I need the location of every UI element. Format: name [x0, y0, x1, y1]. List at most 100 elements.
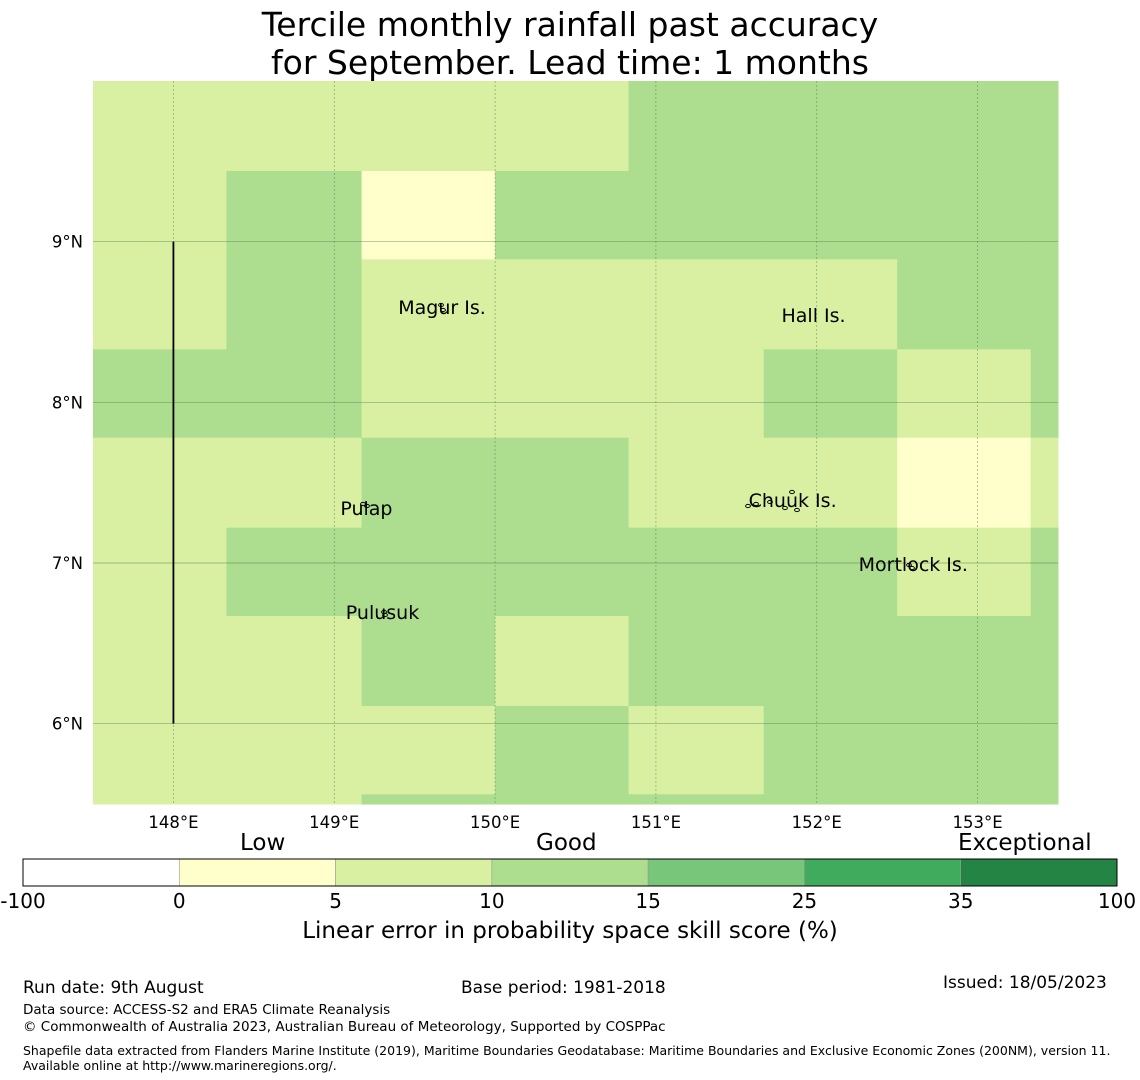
grid-cell	[897, 705, 1032, 795]
x-tick-label: 153°E	[952, 813, 1002, 832]
grid-cell	[628, 794, 765, 805]
island-outline	[906, 562, 912, 568]
x-tick-label: 150°E	[470, 813, 520, 832]
grid-cell	[361, 794, 496, 805]
colorbar-category-exceptional: Exceptional	[958, 830, 1092, 856]
island-outline	[438, 302, 444, 308]
data-source: Data source: ACCESS-S2 and ERA5 Climate …	[23, 1002, 391, 1018]
x-tick-label: 151°E	[631, 813, 681, 832]
island-outline	[753, 501, 759, 507]
grid-cell	[897, 437, 1032, 529]
grid-cell	[226, 259, 363, 350]
grid-cell	[495, 81, 630, 172]
colorbar-tick-label: 0	[173, 889, 186, 913]
grid-cell	[226, 349, 363, 439]
island-outline	[789, 489, 795, 495]
colorbar-category-good: Good	[536, 830, 597, 856]
base-period: Base period: 1981-2018	[461, 978, 666, 998]
grid-cell	[361, 170, 496, 260]
island-outline	[767, 499, 773, 505]
grid-cell	[361, 81, 496, 172]
grid-cell	[897, 794, 1032, 805]
grid-cell	[495, 437, 630, 529]
grid-cell	[495, 527, 630, 617]
island: Hall Is.	[781, 305, 845, 327]
skill-grid	[93, 81, 1059, 805]
grid-cell	[495, 616, 630, 707]
colorbar-segment	[178, 858, 336, 887]
grid-cell	[897, 527, 1032, 617]
island-label: Mortlock Is.	[859, 554, 968, 576]
colorbar-segment	[647, 858, 805, 887]
grid-cell	[1030, 170, 1059, 260]
island-label: Pulap	[340, 498, 392, 520]
grid-cell	[495, 170, 630, 260]
copyright: © Commonwealth of Australia 2023, Austra…	[23, 1019, 666, 1035]
grid-cell	[226, 437, 363, 529]
grid-cell	[897, 170, 1032, 260]
colorbar-segment	[960, 858, 1118, 887]
island-outline	[440, 307, 446, 313]
shapefile-credit: Shapefile data extracted from Flanders M…	[23, 1043, 1111, 1073]
grid-cell	[226, 81, 363, 172]
island-outline	[382, 612, 388, 618]
island: Pulap	[340, 498, 392, 520]
chart-title: Tercile monthly rainfall past accuracy f…	[0, 6, 1140, 82]
x-tick-label: 149°E	[309, 813, 359, 832]
island: Pulusuk	[346, 602, 419, 624]
y-tick-label: 6°N	[52, 715, 83, 734]
grid-cell	[93, 437, 227, 529]
grid-cell	[93, 170, 227, 260]
island: Magur Is.	[398, 297, 486, 319]
grid-cell	[763, 527, 898, 617]
grid-cell	[361, 259, 496, 350]
colorbar-segment	[491, 858, 649, 887]
colorbar-tick-label: 25	[792, 889, 817, 913]
x-tick-label: 148°E	[148, 813, 198, 832]
colorbar: -100 0 5 10 15 25 35 100	[0, 858, 1136, 913]
x-axis-ticks: 148°E 149°E 150°E 151°E 152°E 153°E	[148, 813, 1002, 832]
grid-cell	[1030, 259, 1059, 350]
grid-cell	[628, 616, 765, 707]
island-label: Hall Is.	[781, 305, 845, 327]
grid-cell	[628, 81, 765, 172]
grid-cell	[93, 527, 227, 617]
grid-cell	[93, 616, 227, 707]
island-label: Magur Is.	[398, 297, 486, 319]
island-markers: Magur Is. Hall Is. Pulap Chuuk Is. Mortlock …	[340, 297, 968, 624]
island-outline	[782, 505, 788, 511]
grid-cell	[226, 794, 363, 805]
grid-cell	[1030, 616, 1059, 707]
grid-cell	[628, 349, 765, 439]
grid-cell	[763, 349, 898, 439]
grid-cell	[763, 259, 898, 350]
x-tick-label: 152°E	[792, 813, 842, 832]
island-outline	[360, 501, 366, 507]
grid-cell	[93, 81, 227, 172]
grid-cell	[897, 349, 1032, 439]
y-tick-label: 7°N	[52, 554, 83, 573]
colorbar-category-low: Low	[240, 830, 286, 856]
grid-cell	[361, 349, 496, 439]
issued-date: Issued: 18/05/2023	[943, 973, 1107, 993]
grid-cell	[226, 616, 363, 707]
colorbar-tick-label: 5	[329, 889, 342, 913]
grid-cell	[763, 170, 898, 260]
grid-cell	[763, 437, 898, 529]
grid-cell	[628, 437, 765, 529]
grid-cell	[361, 616, 496, 707]
grid-cell	[763, 616, 898, 707]
title-line-2: for September. Lead time: 1 months	[271, 43, 869, 82]
colorbar-tick-label: 15	[635, 889, 660, 913]
island-outline	[364, 503, 370, 509]
colorbar-segment	[804, 858, 962, 887]
grid-cell	[226, 527, 363, 617]
colorbar-segment	[335, 858, 493, 887]
grid-cell	[897, 259, 1032, 350]
island-label: Chuuk Is.	[749, 490, 837, 512]
y-tick-label: 8°N	[52, 393, 83, 412]
colorbar-tick-label: 100	[1098, 889, 1136, 913]
grid-cell	[763, 81, 898, 172]
grid-cell	[93, 705, 227, 795]
